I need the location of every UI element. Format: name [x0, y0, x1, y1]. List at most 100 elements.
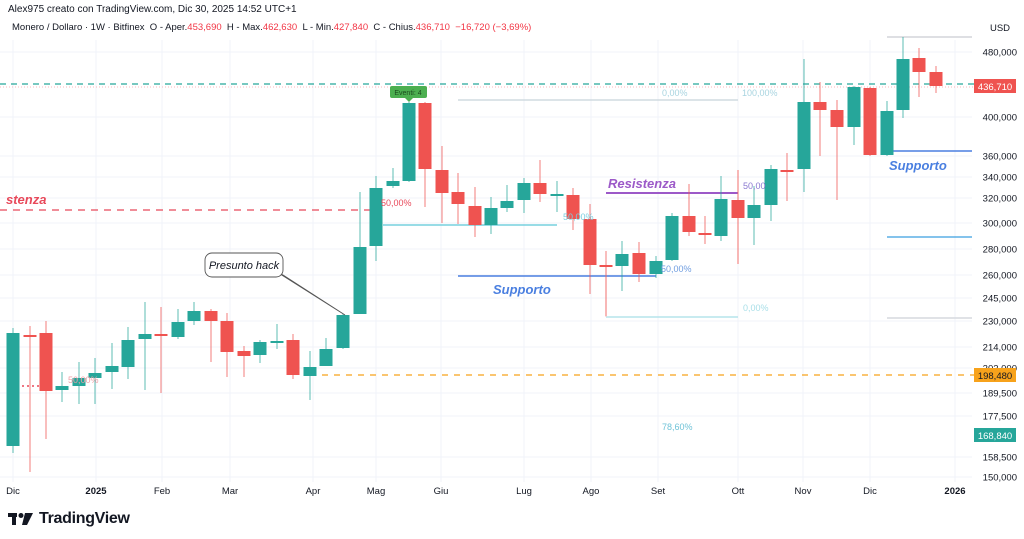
price-badges: 436,710 198,480 168,840 — [974, 79, 1016, 442]
candle[interactable] — [847, 86, 861, 145]
resistenza-label[interactable]: Resistenza — [608, 176, 676, 191]
candle[interactable] — [72, 362, 86, 404]
price-tick-label: 360,000 — [983, 152, 1017, 163]
tradingview-logo[interactable]: TradingView — [8, 510, 130, 528]
candle[interactable] — [88, 358, 102, 404]
candle[interactable] — [55, 372, 69, 402]
candle[interactable] — [23, 326, 37, 472]
supporto-right-label[interactable]: Supporto — [889, 158, 947, 173]
fib-50-may-label: 50,00% — [381, 198, 412, 208]
events-badge-text: Eventi: 4 — [394, 90, 421, 97]
chart-attribution: Alex975 creato con TradingView.com, Dic … — [8, 4, 297, 15]
candle[interactable] — [517, 178, 531, 213]
fib-0-bottom-label: 0,00% — [743, 303, 769, 313]
price-tick-label: 150,000 — [983, 473, 1017, 484]
low-label: L - Min. — [302, 22, 334, 33]
candle[interactable] — [649, 256, 663, 278]
candle[interactable] — [105, 343, 119, 389]
presunto-hack-callout[interactable]: Presunto hack — [204, 252, 346, 316]
price-tick-label: 158,500 — [983, 453, 1017, 464]
time-tick-label: 2025 — [85, 486, 107, 497]
candle[interactable] — [121, 327, 135, 379]
candle[interactable] — [583, 204, 597, 294]
candle[interactable] — [500, 185, 514, 212]
candle[interactable] — [830, 100, 844, 200]
candle[interactable] — [418, 102, 432, 207]
fib-50-oct-label: 50,00 — [743, 181, 766, 191]
time-tick-label: Lug — [516, 486, 532, 497]
candle[interactable] — [615, 241, 629, 291]
candle[interactable] — [39, 321, 53, 439]
candle[interactable] — [599, 251, 613, 316]
candle[interactable] — [270, 324, 284, 349]
candle[interactable] — [402, 102, 416, 182]
supporto-mid-label[interactable]: Supporto — [493, 282, 551, 297]
candle[interactable] — [698, 216, 712, 244]
candle[interactable] — [912, 48, 926, 97]
green-price-text: 168,840 — [978, 431, 1012, 442]
candle[interactable] — [896, 37, 910, 118]
candle[interactable] — [353, 192, 367, 314]
candle[interactable] — [171, 309, 185, 339]
candle[interactable] — [6, 328, 20, 453]
candle[interactable] — [336, 314, 350, 349]
change-value: −16,720 (−3,69%) — [455, 22, 532, 33]
candle[interactable] — [468, 187, 482, 237]
candle[interactable] — [386, 168, 400, 188]
low-value: 427,840 — [333, 22, 369, 33]
candle[interactable] — [714, 176, 728, 241]
candle[interactable] — [764, 165, 778, 221]
events-badge[interactable]: Eventi: 4 — [390, 86, 427, 102]
candle[interactable] — [484, 197, 498, 234]
candle[interactable] — [319, 338, 333, 366]
candle[interactable] — [566, 188, 580, 230]
resistance-left-label[interactable]: stenza — [6, 192, 46, 207]
time-tick-label: Dic — [863, 486, 877, 497]
candle[interactable] — [747, 186, 761, 245]
candle[interactable] — [533, 160, 547, 202]
candle[interactable] — [451, 173, 465, 224]
price-tick-label: 230,000 — [983, 317, 1017, 328]
price-tick-label: 189,500 — [983, 389, 1017, 400]
open-value: 453,690 — [187, 22, 222, 33]
drawings — [0, 36, 975, 436]
candle[interactable] — [369, 176, 383, 261]
candle[interactable] — [632, 242, 646, 282]
fib-786-label: 78,60% — [662, 422, 693, 432]
candles[interactable] — [6, 37, 943, 472]
candle[interactable] — [286, 334, 300, 379]
price-tick-label: 480,000 — [983, 48, 1017, 59]
candle[interactable] — [204, 309, 218, 362]
candle[interactable] — [797, 59, 811, 192]
candle[interactable] — [665, 213, 679, 261]
tradingview-logo-text: TradingView — [39, 510, 130, 527]
candle[interactable] — [863, 87, 877, 156]
time-tick-label: Ago — [583, 486, 600, 497]
candle[interactable] — [780, 153, 794, 201]
candle[interactable] — [813, 82, 827, 156]
candle[interactable] — [237, 346, 251, 377]
candle[interactable] — [220, 313, 234, 377]
tradingview-logo-icon — [8, 513, 33, 525]
candle[interactable] — [731, 170, 745, 264]
price-tick-label: 280,000 — [983, 245, 1017, 256]
candle[interactable] — [138, 302, 152, 390]
time-axis[interactable]: Dic 2025 Feb Mar Apr Mag Giu Lug Ago Set Ott Nov Dic… — [6, 486, 965, 497]
candle[interactable] — [435, 146, 449, 223]
candle[interactable] — [929, 66, 943, 93]
candle[interactable] — [550, 181, 564, 212]
candle[interactable] — [682, 184, 696, 236]
symbol-name[interactable]: Monero / Dollaro · 1W · Bitfinex — [12, 22, 145, 33]
time-tick-label: 2026 — [944, 486, 965, 497]
high-label: H - Max. — [226, 22, 263, 33]
price-tick-label: 300,000 — [983, 219, 1017, 230]
time-tick-label: Apr — [306, 486, 321, 497]
close-value: 436,710 — [415, 22, 450, 33]
candle[interactable] — [154, 307, 168, 393]
candle[interactable] — [253, 340, 267, 363]
fib-100-top-label: 100,00% — [742, 88, 778, 98]
candle[interactable] — [880, 101, 894, 156]
candle[interactable] — [303, 351, 317, 400]
candle[interactable] — [187, 302, 201, 325]
